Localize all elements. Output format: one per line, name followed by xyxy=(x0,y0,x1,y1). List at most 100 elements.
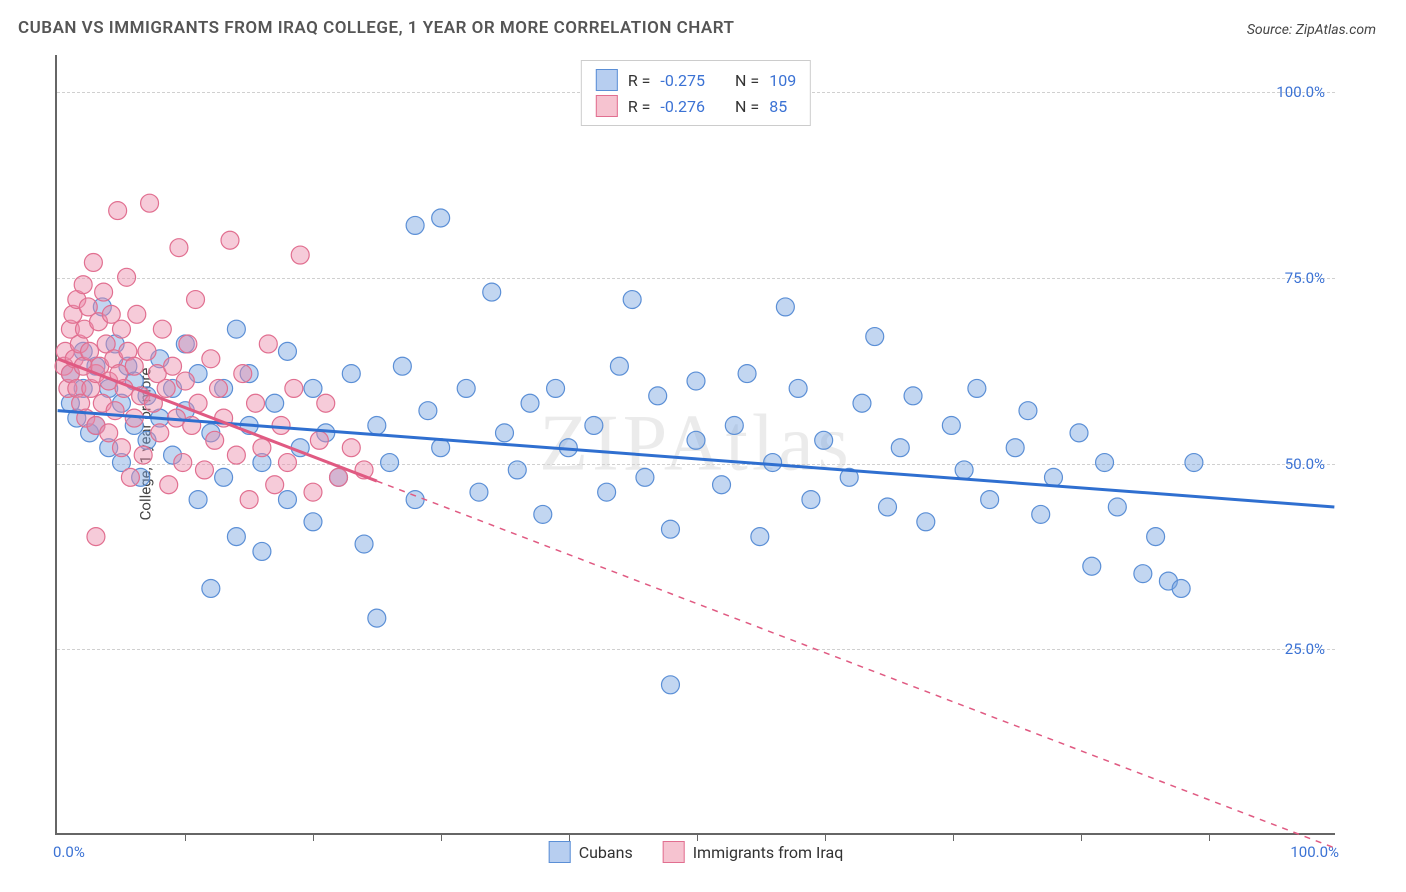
data-point xyxy=(118,268,136,286)
data-point xyxy=(1083,557,1101,575)
x-tick xyxy=(697,833,698,841)
data-point xyxy=(202,580,220,598)
trend-line xyxy=(58,359,377,481)
data-point xyxy=(253,439,271,457)
x-tick xyxy=(185,833,186,841)
data-point xyxy=(310,431,328,449)
data-point xyxy=(266,476,284,494)
legend-r-label: R = xyxy=(628,97,651,116)
data-point xyxy=(1185,454,1203,472)
x-tick xyxy=(825,833,826,841)
data-point xyxy=(266,394,284,412)
data-point xyxy=(247,394,265,412)
legend-item: Cubans xyxy=(549,841,633,863)
data-point xyxy=(649,387,667,405)
data-point xyxy=(534,505,552,523)
data-point xyxy=(272,416,290,434)
data-point xyxy=(278,491,296,509)
data-point xyxy=(508,461,526,479)
data-point xyxy=(95,283,113,301)
legend-n-label: N = xyxy=(735,71,759,90)
data-point xyxy=(74,276,92,294)
data-point xyxy=(1019,402,1037,420)
data-point xyxy=(202,350,220,368)
data-point xyxy=(725,416,743,434)
data-point xyxy=(113,439,131,457)
data-point xyxy=(368,416,386,434)
legend-swatch xyxy=(596,95,618,117)
scatter-svg xyxy=(57,55,1335,833)
legend-swatch xyxy=(596,69,618,91)
data-point xyxy=(128,305,146,323)
legend-swatch xyxy=(549,841,571,863)
data-point xyxy=(470,483,488,501)
data-point xyxy=(176,372,194,390)
data-point xyxy=(776,298,794,316)
data-point xyxy=(1006,439,1024,457)
legend-row: R =-0.275N =109 xyxy=(596,67,796,93)
data-point xyxy=(547,379,565,397)
data-point xyxy=(164,357,182,375)
data-point xyxy=(393,357,411,375)
data-point xyxy=(355,535,373,553)
data-point xyxy=(496,424,514,442)
legend-n-label: N = xyxy=(735,97,759,116)
data-point xyxy=(1045,468,1063,486)
data-point xyxy=(610,357,628,375)
data-point xyxy=(687,431,705,449)
data-point xyxy=(751,528,769,546)
data-point xyxy=(234,365,252,383)
data-point xyxy=(917,513,935,531)
data-point xyxy=(879,498,897,516)
data-point xyxy=(521,394,539,412)
data-point xyxy=(121,468,139,486)
legend-n-value: 85 xyxy=(769,97,787,116)
x-axis-max-label: 100.0% xyxy=(1290,843,1339,861)
data-point xyxy=(661,676,679,694)
data-point xyxy=(160,476,178,494)
legend-swatch xyxy=(663,841,685,863)
data-point xyxy=(661,520,679,538)
data-point xyxy=(1172,580,1190,598)
data-point xyxy=(285,379,303,397)
trend-line-extrapolated xyxy=(377,481,1335,848)
data-point xyxy=(206,431,224,449)
data-point xyxy=(636,468,654,486)
data-point xyxy=(738,365,756,383)
data-point xyxy=(240,491,258,509)
x-tick xyxy=(313,833,314,841)
data-point xyxy=(1032,505,1050,523)
data-point xyxy=(713,476,731,494)
data-point xyxy=(1096,454,1114,472)
data-point xyxy=(278,454,296,472)
data-point xyxy=(406,216,424,234)
correlation-legend: R =-0.275N =109R =-0.276N =85 xyxy=(581,60,811,126)
data-point xyxy=(195,461,213,479)
data-point xyxy=(138,342,156,360)
data-point xyxy=(215,468,233,486)
data-point xyxy=(330,468,348,486)
data-point xyxy=(1134,565,1152,583)
data-point xyxy=(802,491,820,509)
data-point xyxy=(189,491,207,509)
data-point xyxy=(968,379,986,397)
data-point xyxy=(170,239,188,257)
legend-r-value: -0.275 xyxy=(660,71,705,90)
legend-item: Immigrants from Iraq xyxy=(663,841,844,863)
data-point xyxy=(981,491,999,509)
series-legend: Cubans Immigrants from Iraq xyxy=(549,841,844,863)
data-point xyxy=(381,454,399,472)
legend-row: R =-0.276N =85 xyxy=(596,93,796,119)
data-point xyxy=(891,439,909,457)
legend-series-label: Cubans xyxy=(579,843,633,862)
x-tick xyxy=(1209,833,1210,841)
data-point xyxy=(866,328,884,346)
data-point xyxy=(1147,528,1165,546)
data-point xyxy=(259,335,277,353)
data-point xyxy=(291,246,309,264)
data-point xyxy=(304,513,322,531)
data-point xyxy=(141,194,159,212)
data-point xyxy=(179,335,197,353)
data-point xyxy=(151,424,169,442)
data-point xyxy=(84,253,102,271)
